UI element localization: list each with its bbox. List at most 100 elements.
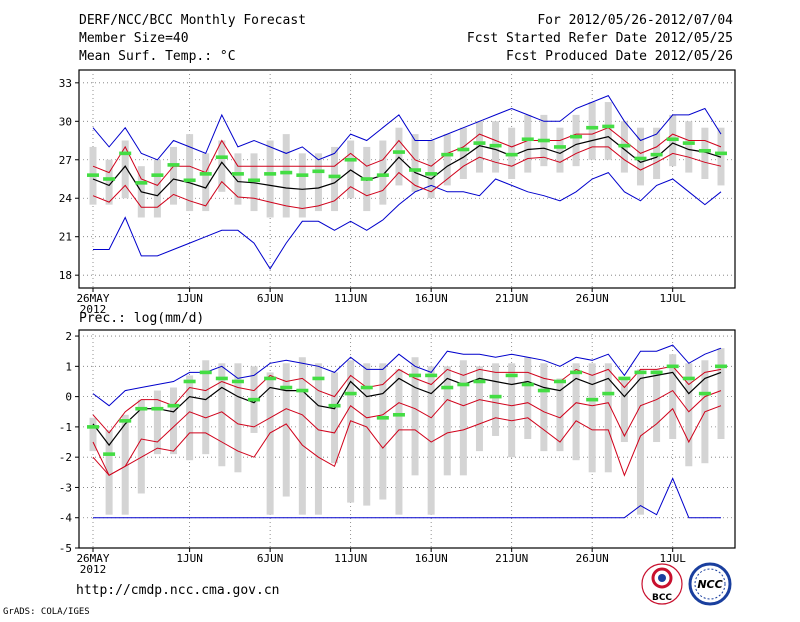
temp-frame: [78, 69, 736, 289]
precip-spread-box: [89, 417, 97, 452]
precip-spread-box: [218, 363, 226, 467]
temp-median-marker: [87, 173, 99, 177]
temp-median-marker: [682, 141, 695, 145]
temp-spread-box: [475, 121, 483, 173]
temp-spread-box: [186, 134, 194, 212]
precip-median-marker: [280, 385, 293, 390]
precip-upper-line: [92, 365, 722, 434]
fcst-started-date: Fcst Started Refer Date 2012/05/25: [467, 31, 733, 46]
precip-median-marker: [392, 412, 405, 417]
temp-median-marker: [586, 125, 599, 130]
precip-spread-box: [234, 363, 242, 473]
temp-ytick-label: 27: [59, 154, 72, 167]
precip-lowest-line: [92, 405, 722, 477]
temp-ytick-label: 30: [59, 115, 72, 128]
precip-frame: [78, 329, 736, 549]
precip-spread-box: [379, 363, 387, 500]
temp-spread-box: [604, 102, 612, 160]
temp-median-marker: [666, 137, 679, 142]
precip-median-marker: [682, 376, 695, 381]
precip-xtick-label: 21JUN: [495, 552, 528, 565]
temp-ytick-label: 18: [59, 269, 72, 282]
precip-spread-box: [186, 375, 194, 461]
temp-spread-box: [443, 134, 451, 186]
grads-credit: GrADS: COLA/IGES: [3, 607, 90, 617]
temp-median-marker: [602, 124, 615, 129]
precip-ytick-label: -2: [59, 451, 72, 464]
temp-median-marker: [312, 169, 325, 174]
precip-spread-box: [137, 399, 145, 494]
precip-spread-box: [459, 360, 467, 476]
precip-spread-box: [588, 363, 596, 473]
precip-median-marker: [119, 419, 132, 423]
temp-spread-box: [572, 114, 580, 167]
temp-median-marker: [215, 155, 228, 159]
temp-xtick-label: 11JUN: [334, 292, 367, 305]
precip-median-marker: [231, 379, 244, 384]
bcc-logo: BCC: [641, 563, 683, 605]
bcc-logo-text: BCC: [652, 593, 672, 603]
temp-median-marker: [360, 177, 373, 181]
temp-spread-box: [701, 127, 709, 179]
temp-spread-box: [588, 102, 596, 160]
precip-median-marker: [135, 406, 148, 411]
ncc-logo-text: NCC: [697, 578, 722, 591]
temp-xtick-label: 1JUL: [659, 292, 686, 305]
precip-ytick-label: -1: [59, 421, 72, 434]
precip-median-marker: [183, 379, 196, 384]
precip-ytick-label: 1: [65, 360, 72, 373]
precip-spread-box: [508, 363, 516, 458]
precip-spread-box: [395, 369, 403, 515]
precip-spread-box: [717, 348, 725, 439]
precip-median-marker: [602, 391, 615, 396]
precip-spread-box: [202, 360, 210, 455]
precip-median-marker: [489, 394, 502, 399]
temp-median-marker: [328, 174, 341, 179]
temp-xtick-label: 6JUN: [257, 292, 284, 305]
precip-spread-box: [427, 366, 435, 515]
temp-median-marker: [231, 172, 244, 176]
temp-spread-box: [524, 114, 532, 173]
temp-spread-box: [105, 159, 113, 205]
temp-spread-box: [717, 127, 725, 186]
precip-xtick-label: 11JUN: [334, 552, 367, 565]
precip-spread-box: [266, 372, 274, 515]
temp-xtick-label: 21JUN: [495, 292, 528, 305]
precip-median-marker: [537, 388, 550, 393]
temp-spread-box: [379, 140, 387, 205]
precip-spread-box: [443, 366, 451, 476]
temp-spread-box: [685, 121, 693, 173]
precip-xtick-label: 16JUN: [415, 552, 448, 565]
precip-median-marker: [570, 370, 583, 375]
precip-median-marker: [344, 391, 357, 396]
precip-mean-line: [92, 371, 722, 447]
precip-median-marker: [457, 382, 470, 387]
precip-median-marker: [521, 382, 534, 387]
temp-spread-box: [314, 153, 322, 212]
temp-median-marker: [650, 152, 663, 157]
precip-spread-box: [540, 363, 548, 452]
temp-spread-box: [427, 140, 435, 199]
precip-max-line: [92, 344, 722, 407]
temp-median-marker: [521, 137, 534, 142]
precip-median-marker: [215, 376, 228, 381]
precip-median-marker: [409, 373, 422, 378]
temp-median-marker: [473, 141, 486, 145]
precip-median-marker: [199, 370, 212, 375]
precip-median-marker: [87, 425, 99, 429]
precip-spread-box: [314, 363, 322, 515]
precip-median-marker: [586, 397, 599, 402]
precip-median-marker: [248, 397, 261, 402]
temp-median-marker: [199, 172, 212, 176]
precip-xtick-year: 2012: [80, 563, 107, 576]
precip-spread-box: [475, 366, 483, 452]
temp-median-marker: [441, 152, 454, 157]
precip-spread-box: [153, 390, 161, 455]
temp-ytick-label: 21: [59, 231, 72, 244]
precip-xtick-label: 1JUN: [176, 552, 203, 565]
precip-median-marker: [360, 385, 373, 390]
precip-spread-box: [121, 414, 129, 515]
temp-spread-box: [234, 153, 242, 205]
